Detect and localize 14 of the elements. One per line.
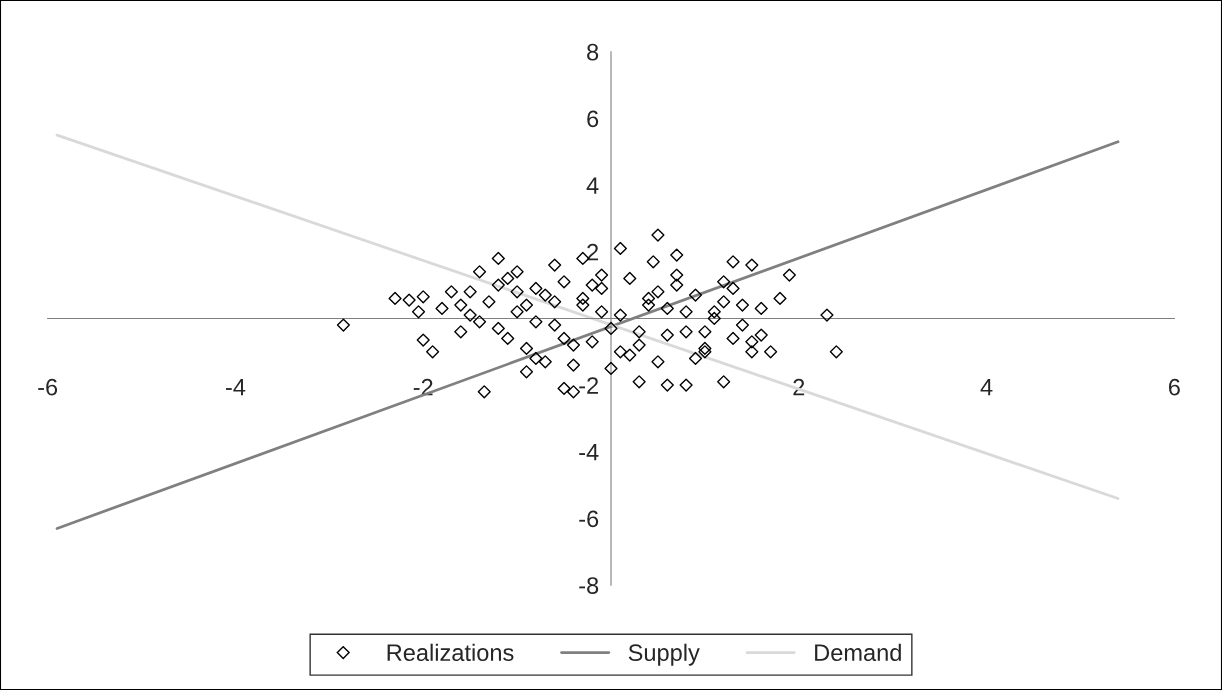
- y-tick-label: -8: [579, 577, 599, 594]
- legend-label: Realizations: [387, 643, 514, 662]
- x-tick-label: 6: [1168, 378, 1180, 396]
- y-tick-label: 6: [587, 110, 599, 128]
- y-tick-label: -4: [579, 444, 599, 461]
- y-tick-label: 2: [587, 243, 599, 261]
- legend-label: Demand: [815, 643, 901, 662]
- y-tick-label: 4: [586, 177, 599, 194]
- y-tick-label: -6: [579, 510, 599, 528]
- x-tick-label: 4: [980, 379, 993, 396]
- x-tick-label: -4: [225, 379, 246, 396]
- x-tick-label: -6: [38, 378, 58, 396]
- y-tick-label: 8: [587, 43, 599, 61]
- legend-label: Supply: [628, 643, 700, 666]
